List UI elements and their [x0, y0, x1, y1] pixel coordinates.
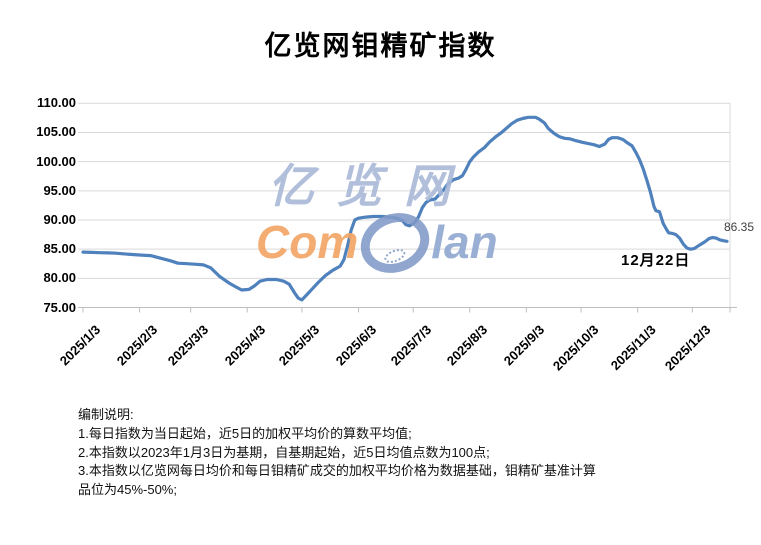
y-tick-label: 100.00: [36, 153, 76, 169]
chart-title: 亿览网钼精矿指数: [264, 31, 497, 61]
y-tick-label: 110.00: [36, 95, 76, 111]
notes-heading: 编制说明:: [78, 407, 134, 422]
plot-area: [78, 102, 737, 313]
notes-line: 1.每日指数为当日起始，近5日的加权平均价的算数平均值;: [78, 425, 412, 441]
y-tick-label: 75.00: [43, 299, 76, 315]
notes-line: 品位为45%-50%;: [78, 482, 177, 498]
y-tick-label: 90.00: [43, 211, 76, 227]
notes-line: 3.本指数以亿览网每日均价和每日钼精矿成交的加权平均价格为数据基础，钼精矿基准计…: [78, 463, 596, 479]
y-tick-label: 80.00: [43, 270, 76, 286]
y-tick-label: 85.00: [43, 241, 76, 257]
index-line: [81, 115, 729, 302]
date-annotation: 12月22日: [621, 252, 691, 269]
notes-block: 编制说明: 1.每日指数为当日起始，近5日的加权平均价的算数平均值; 2.本指数…: [78, 406, 718, 500]
y-tick-label: 105.00: [36, 124, 76, 140]
notes-line: 2.本指数以2023年1月3日为基期，自基期起始，近5日均值点数为100点;: [78, 444, 490, 460]
y-tick-label: 95.00: [43, 182, 76, 198]
last-value-label: 86.35: [724, 220, 755, 234]
